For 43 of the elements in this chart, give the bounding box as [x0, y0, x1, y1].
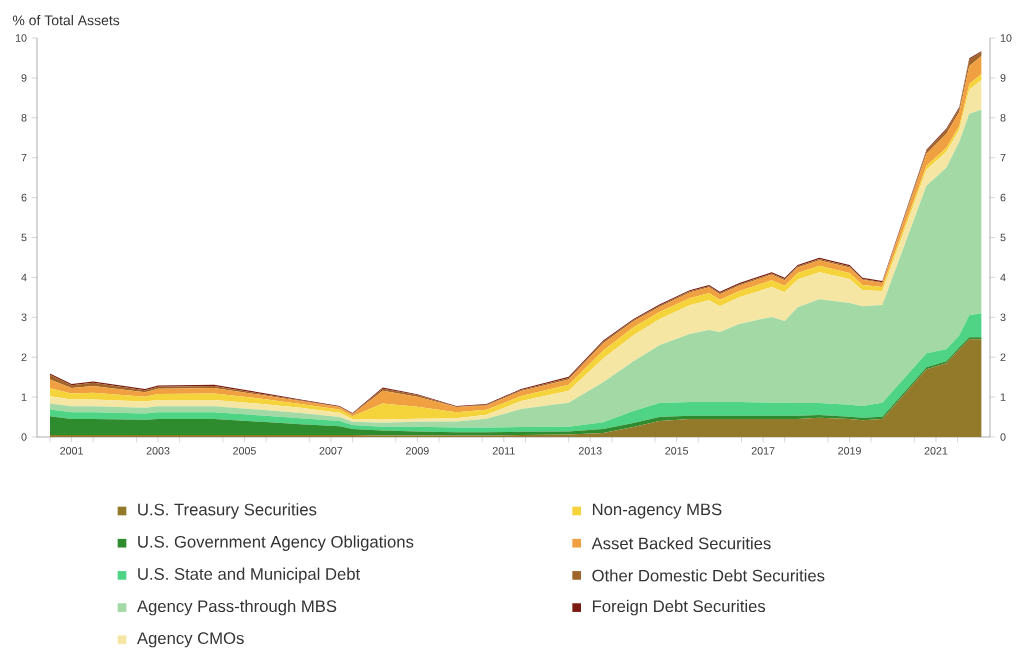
y-axis-title: % of Total Assets — [12, 15, 120, 26]
y-tick-label: 0 — [21, 433, 27, 441]
x-tick-label: 2021 — [924, 447, 948, 455]
x-tick-label: 2003 — [146, 447, 170, 455]
y2-tick-label: 2 — [1000, 353, 1006, 361]
legend-label: Other Domestic Debt Securities — [592, 569, 825, 582]
y2-tick-label: 7 — [1000, 154, 1006, 162]
y2-tick-label: 1 — [1000, 393, 1006, 401]
y-tick-label: 3 — [21, 313, 27, 322]
x-tick-label: 2013 — [578, 447, 602, 455]
legend-label: U.S. Treasury Securities — [138, 503, 317, 519]
x-tick-label: 2019 — [838, 447, 861, 455]
y-tick-label: 7 — [21, 154, 27, 162]
y-tick-label: 6 — [21, 193, 27, 202]
y2-tick-label: 4 — [1000, 273, 1006, 282]
y2-tick-label: 5 — [1000, 233, 1006, 242]
x-tick-label: 2011 — [492, 447, 515, 455]
legend-label: Foreign Debt Securities — [592, 599, 766, 616]
y-tick-label: 10 — [15, 34, 27, 42]
legend-label: Agency CMOs — [136, 632, 244, 648]
y2-tick-label: 3 — [1000, 313, 1006, 322]
y-tick-label: 2 — [21, 353, 27, 361]
x-tick-label: 2015 — [665, 447, 689, 455]
y-tick-label: 4 — [21, 273, 27, 282]
legend-label: Non-agency MBS — [592, 503, 722, 519]
y-tick-label: 5 — [21, 233, 27, 242]
y2-tick-label: 8 — [1000, 114, 1006, 122]
legend-label: Asset Backed Securities — [591, 537, 771, 550]
y2-tick-label: 9 — [1000, 74, 1006, 82]
x-tick-label: 2007 — [319, 447, 343, 455]
y2-tick-label: 10 — [1000, 34, 1012, 42]
y2-tick-label: 0 — [1000, 433, 1006, 441]
x-tick-label: 2009 — [406, 447, 429, 455]
legend-label: U.S. Government Agency Obligations — [138, 535, 414, 551]
y-tick-label: 1 — [21, 393, 27, 401]
y-tick-label: 9 — [21, 74, 27, 82]
legend-label: U.S. State and Municipal Debt — [138, 567, 361, 584]
y-tick-label: 8 — [21, 114, 27, 122]
x-tick-label: 2001 — [60, 447, 83, 455]
y2-tick-label: 6 — [1000, 193, 1006, 202]
x-tick-label: 2005 — [233, 447, 256, 455]
x-tick-label: 2017 — [751, 447, 775, 455]
legend-label: Agency Pass-through MBS — [136, 599, 337, 616]
